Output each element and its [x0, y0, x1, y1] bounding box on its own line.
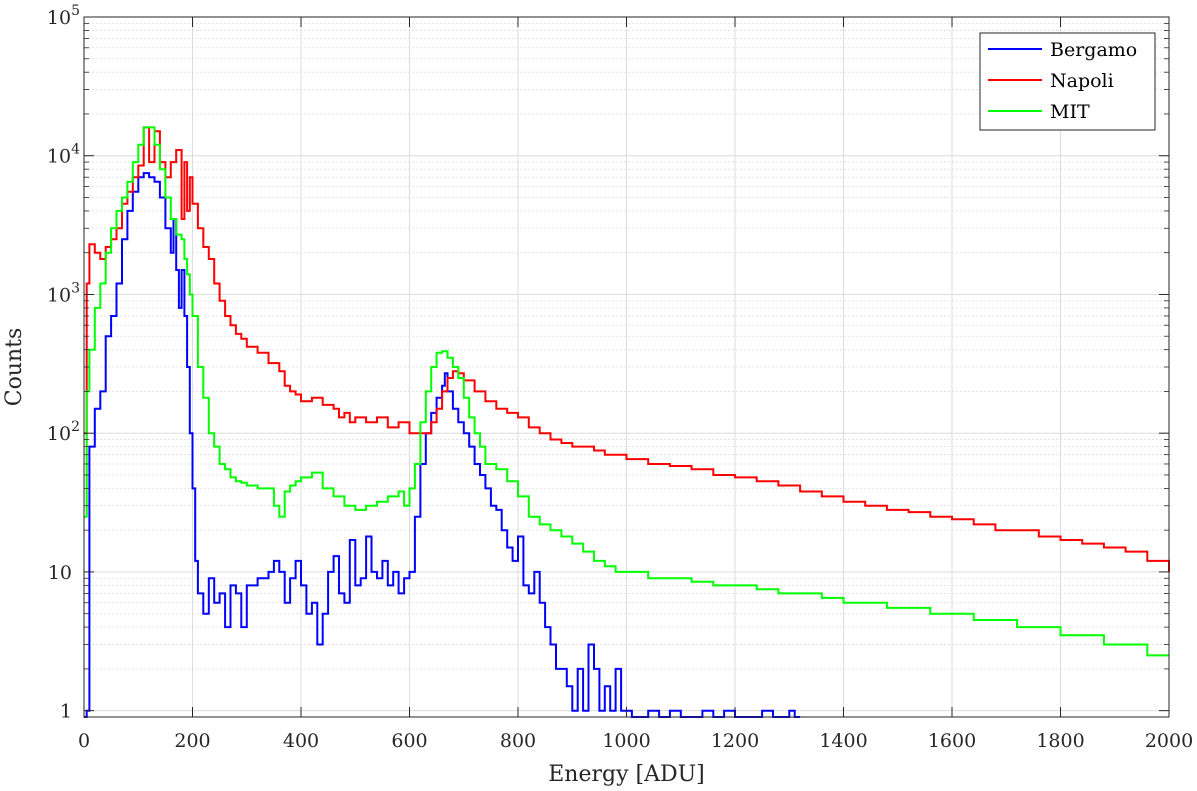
x-tick-label: 1200 — [711, 730, 759, 752]
y-tick-label: 104 — [47, 142, 80, 168]
x-tick-label: 1800 — [1036, 730, 1084, 752]
axes-layer — [83, 16, 1170, 718]
legend-label-napoli: Napoli — [1050, 70, 1114, 92]
x-tick-label: 1600 — [928, 730, 976, 752]
y-tick-label: 103 — [47, 280, 80, 306]
y-tick-label: 102 — [47, 419, 80, 445]
y-tick-label: 10 — [48, 562, 72, 584]
series-bergamo-line — [84, 172, 801, 718]
x-tick-label: 200 — [174, 730, 210, 752]
x-tick-label: 800 — [500, 730, 536, 752]
series-mit-line — [84, 126, 1169, 657]
y-axis-label: Counts — [2, 328, 27, 407]
minor-gridlines — [84, 22, 1169, 670]
x-tick-label: 600 — [391, 730, 427, 752]
series-napoli-line — [84, 126, 1170, 572]
y-tick-label: 105 — [47, 3, 80, 29]
legend-label-bergamo: Bergamo — [1050, 39, 1137, 61]
y-tick-label: 1 — [60, 701, 72, 723]
x-tick-label: 1000 — [602, 730, 650, 752]
x-tick-label: 2000 — [1145, 730, 1193, 752]
x-tick-label: 1400 — [819, 730, 867, 752]
legend-label-mit: MIT — [1050, 101, 1090, 123]
x-axis-label: Energy [ADU] — [548, 762, 705, 787]
series-layer — [84, 126, 1170, 718]
x-tick-label: 0 — [78, 730, 90, 752]
y-tick-labels: 1 10 102 103 104 105 — [47, 3, 80, 723]
x-tick-labels: 0 200 400 600 800 1000 1200 1400 1600 1800 2000 — [78, 730, 1193, 752]
legend: Bergamo Napoli MIT — [979, 32, 1156, 131]
x-tick-label: 400 — [283, 730, 319, 752]
